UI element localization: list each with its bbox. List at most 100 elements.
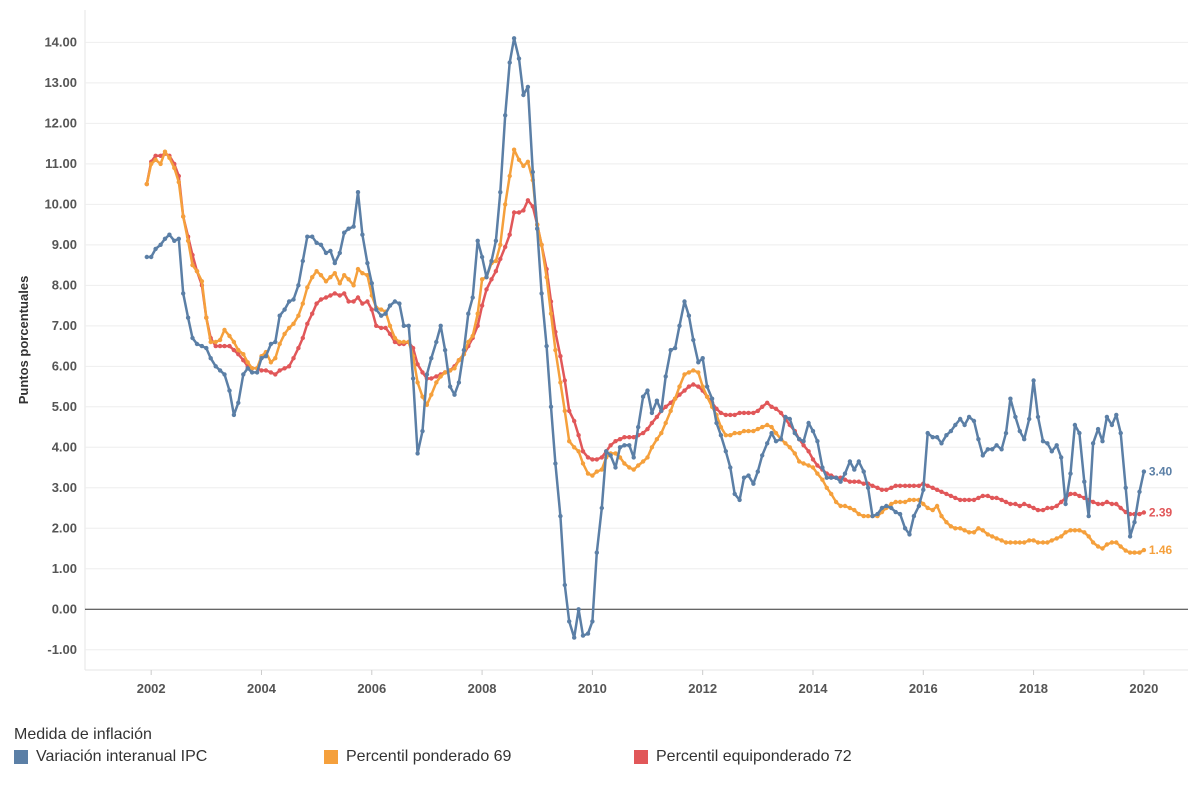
data-point-percentil-ponderado[interactable] — [1137, 550, 1142, 555]
data-point-ipc[interactable] — [608, 453, 613, 458]
data-point-percentil-ponderado[interactable] — [241, 352, 246, 357]
data-point-percentil-equiponderado[interactable] — [576, 433, 581, 438]
data-point-percentil-ponderado[interactable] — [300, 301, 305, 306]
data-point-percentil-ponderado[interactable] — [328, 275, 333, 280]
data-point-percentil-ponderado[interactable] — [576, 449, 581, 454]
data-point-percentil-ponderado[interactable] — [971, 530, 977, 535]
data-point-percentil-equiponderado[interactable] — [856, 479, 861, 484]
data-point-ipc[interactable] — [976, 437, 981, 442]
data-point-percentil-equiponderado[interactable] — [429, 376, 434, 381]
data-point-ipc[interactable] — [934, 435, 940, 440]
data-point-ipc[interactable] — [728, 465, 733, 470]
data-point-percentil-ponderado[interactable] — [934, 503, 940, 509]
data-point-percentil-ponderado[interactable] — [231, 339, 237, 345]
data-point-percentil-equiponderado[interactable] — [884, 487, 889, 492]
data-point-percentil-equiponderado[interactable] — [718, 410, 724, 416]
data-point-percentil-ponderado[interactable] — [810, 465, 816, 470]
data-point-percentil-ponderado[interactable] — [199, 279, 205, 284]
data-point-percentil-ponderado[interactable] — [1035, 540, 1041, 545]
data-point-percentil-equiponderado[interactable] — [916, 483, 922, 488]
data-point-ipc[interactable] — [1141, 469, 1147, 474]
data-point-percentil-equiponderado[interactable] — [654, 414, 660, 420]
data-point-percentil-ponderado[interactable] — [636, 463, 641, 468]
data-point-percentil-ponderado[interactable] — [930, 507, 935, 513]
data-point-ipc[interactable] — [865, 485, 871, 490]
data-point-ipc[interactable] — [185, 315, 191, 320]
data-point-ipc[interactable] — [484, 275, 489, 280]
data-point-ipc[interactable] — [429, 356, 434, 361]
data-point-percentil-equiponderado[interactable] — [1090, 499, 1096, 505]
data-point-ipc[interactable] — [498, 190, 503, 195]
data-point-percentil-ponderado[interactable] — [507, 173, 512, 179]
data-point-percentil-ponderado[interactable] — [723, 433, 728, 438]
data-point-percentil-equiponderado[interactable] — [944, 491, 949, 497]
data-point-percentil-ponderado[interactable] — [765, 422, 770, 428]
data-point-ipc[interactable] — [990, 447, 995, 452]
data-point-ipc[interactable] — [379, 313, 384, 318]
data-point-ipc[interactable] — [889, 505, 894, 511]
data-point-ipc[interactable] — [397, 301, 402, 306]
data-point-ipc[interactable] — [622, 443, 627, 448]
data-point-percentil-ponderado[interactable] — [548, 311, 554, 316]
data-point-ipc[interactable] — [249, 370, 255, 375]
data-point-percentil-ponderado[interactable] — [580, 461, 586, 466]
data-point-ipc[interactable] — [176, 236, 181, 241]
data-point-ipc[interactable] — [696, 360, 701, 365]
data-point-ipc[interactable] — [1021, 437, 1027, 442]
data-point-percentil-equiponderado[interactable] — [599, 455, 604, 460]
data-point-ipc[interactable] — [585, 631, 591, 636]
data-point-ipc[interactable] — [144, 254, 149, 260]
data-point-percentil-equiponderado[interactable] — [594, 457, 599, 462]
data-point-percentil-equiponderado[interactable] — [723, 412, 728, 418]
data-point-percentil-equiponderado[interactable] — [305, 321, 310, 326]
data-point-ipc[interactable] — [829, 475, 834, 480]
data-point-percentil-ponderado[interactable] — [475, 311, 480, 316]
data-point-ipc[interactable] — [751, 481, 756, 486]
data-point-percentil-ponderado[interactable] — [222, 327, 227, 333]
data-point-ipc[interactable] — [470, 295, 475, 300]
data-point-percentil-ponderado[interactable] — [1008, 540, 1013, 545]
data-point-percentil-equiponderado[interactable] — [966, 497, 972, 503]
data-point-percentil-equiponderado[interactable] — [897, 483, 903, 488]
data-point-percentil-ponderado[interactable] — [755, 426, 760, 432]
data-point-ipc[interactable] — [649, 410, 655, 416]
data-point-ipc[interactable] — [162, 236, 168, 241]
data-point-percentil-equiponderado[interactable] — [1035, 507, 1041, 513]
data-point-percentil-ponderado[interactable] — [456, 358, 462, 363]
data-point-percentil-equiponderado[interactable] — [751, 410, 756, 416]
data-point-ipc[interactable] — [530, 169, 535, 175]
data-point-ipc[interactable] — [930, 435, 935, 440]
data-point-ipc[interactable] — [254, 370, 260, 375]
data-point-percentil-equiponderado[interactable] — [889, 485, 894, 490]
data-point-percentil-ponderado[interactable] — [889, 501, 894, 507]
data-point-percentil-ponderado[interactable] — [980, 528, 985, 533]
data-point-percentil-ponderado[interactable] — [415, 380, 420, 385]
data-point-percentil-equiponderado[interactable] — [668, 400, 673, 405]
data-point-percentil-equiponderado[interactable] — [930, 485, 935, 490]
data-point-ipc[interactable] — [1040, 439, 1046, 444]
data-point-percentil-ponderado[interactable] — [1104, 542, 1110, 547]
data-point-ipc[interactable] — [305, 234, 310, 239]
data-point-percentil-equiponderado[interactable] — [999, 497, 1004, 503]
data-point-percentil-equiponderado[interactable] — [1054, 503, 1059, 509]
data-point-percentil-ponderado[interactable] — [852, 507, 857, 513]
data-point-ipc[interactable] — [953, 422, 958, 428]
data-point-ipc[interactable] — [1054, 443, 1059, 448]
data-point-percentil-equiponderado[interactable] — [682, 388, 687, 393]
data-point-percentil-ponderado[interactable] — [149, 161, 154, 167]
data-point-percentil-ponderado[interactable] — [1100, 546, 1105, 551]
data-point-percentil-equiponderado[interactable] — [217, 343, 223, 349]
data-point-percentil-ponderado[interactable] — [1068, 528, 1073, 533]
data-point-ipc[interactable] — [686, 313, 692, 318]
data-point-ipc[interactable] — [911, 513, 917, 519]
data-point-percentil-ponderado[interactable] — [498, 242, 503, 247]
data-point-percentil-equiponderado[interactable] — [310, 311, 315, 316]
data-point-percentil-equiponderado[interactable] — [677, 392, 682, 397]
data-point-ipc[interactable] — [314, 240, 319, 245]
data-point-percentil-equiponderado[interactable] — [1095, 501, 1101, 507]
data-point-ipc[interactable] — [208, 356, 213, 361]
data-point-percentil-ponderado[interactable] — [323, 279, 329, 284]
data-point-ipc[interactable] — [787, 416, 792, 422]
data-point-ipc[interactable] — [893, 509, 898, 515]
data-point-ipc[interactable] — [1045, 441, 1050, 446]
